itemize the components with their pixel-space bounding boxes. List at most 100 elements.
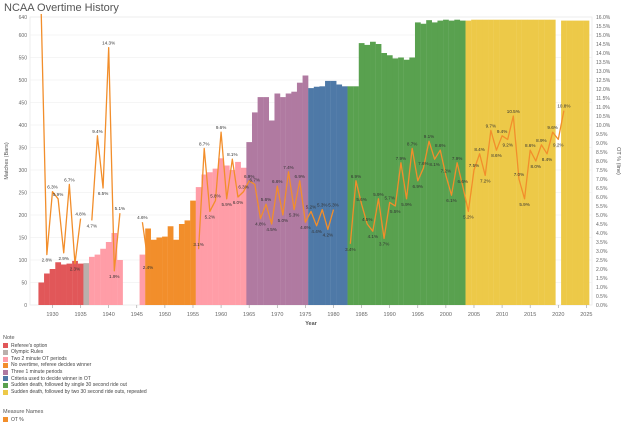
x-tick-label: 1930 — [46, 312, 58, 318]
bar — [482, 19, 489, 305]
ot-pct-data-label: 3.4% — [345, 247, 355, 252]
bar — [364, 44, 371, 306]
bar — [246, 142, 253, 305]
ot-pct-data-label: 8.6% — [525, 143, 535, 148]
bar — [302, 75, 309, 305]
bar — [235, 161, 241, 305]
note-legend-item[interactable]: Three 1 minute periods — [3, 369, 147, 376]
y-tick-label: 200 — [19, 213, 28, 219]
bar — [167, 226, 174, 305]
bar — [184, 220, 191, 305]
y-tick-label: 150 — [19, 236, 28, 242]
bar — [572, 20, 579, 305]
ot-pct-data-label: 5.9% — [519, 202, 529, 207]
y2-tick-label: 3.0% — [596, 249, 608, 255]
bar — [532, 19, 539, 305]
y2-tick-label: 7.5% — [596, 168, 608, 174]
ot-pct-data-label: 7.9% — [396, 156, 406, 161]
bar — [516, 19, 522, 305]
ot-pct-data-label: 5.3% — [289, 213, 299, 218]
y-tick-label: 450 — [19, 101, 28, 107]
note-swatch — [3, 349, 8, 355]
note-legend-item[interactable]: Two 2 minute OT periods — [3, 356, 147, 363]
note-swatch — [3, 369, 8, 375]
ot-pct-data-label: 4.2% — [323, 232, 333, 237]
ot-pct-line — [349, 110, 565, 244]
ot-pct-data-label: 5.1% — [115, 206, 125, 211]
ot-pct-data-label: 7.4% — [283, 165, 293, 170]
bar — [549, 19, 556, 305]
ot-pct-data-label: 5.0% — [278, 218, 288, 223]
y2-tick-label: 6.5% — [596, 186, 608, 192]
bar — [398, 57, 404, 305]
bar — [60, 264, 67, 305]
measure-legend: Measure Names OT % — [3, 409, 43, 423]
y-tick-label: 0 — [24, 303, 27, 309]
ot-pct-data-label: 2.3% — [70, 267, 80, 272]
y-tick-label: 500 — [19, 78, 28, 84]
ot-pct-data-label: 10.5% — [507, 109, 520, 114]
bar — [510, 19, 517, 305]
bar — [150, 239, 157, 305]
ot-pct-data-label: 8.4% — [474, 147, 484, 152]
ncaa-overtime-chart: 16.2%2.8%6.3%5.9%2.9%6.7%2.3%4.8%4.7%9.4… — [4, 14, 621, 327]
bar — [319, 86, 326, 305]
ot-pct-data-label: 5.6% — [356, 197, 366, 202]
ot-pct-data-label: 2.4% — [143, 265, 153, 270]
y2-tick-label: 9.5% — [596, 132, 608, 138]
ot-pct-data-label: 9.4% — [92, 129, 102, 134]
ot-pct-data-label: 6.5% — [98, 191, 108, 196]
chart-title: NCAA Overtime History — [4, 2, 119, 14]
note-legend-label: Two 2 minute OT periods — [11, 355, 67, 362]
note-legend-item[interactable]: Sudden death, followed by single 30 seco… — [3, 382, 147, 389]
bar — [173, 239, 180, 305]
bar — [139, 254, 146, 305]
x-tick-label: 1960 — [215, 312, 227, 318]
bar — [375, 44, 382, 305]
bar — [465, 20, 472, 305]
bar — [296, 82, 303, 305]
bar — [212, 168, 219, 305]
ot-pct-data-label: 7.0% — [514, 172, 524, 177]
note-legend-item[interactable]: No overtime, referee decides winner — [3, 362, 147, 369]
ot-pct-data-label: 4.5% — [266, 227, 276, 232]
y2-tick-label: 1.0% — [596, 285, 608, 291]
ot-pct-data-label: 8.1% — [429, 162, 439, 167]
measure-legend-item[interactable]: OT % — [3, 417, 43, 424]
bar — [263, 97, 269, 305]
bar — [240, 167, 247, 305]
note-legend-item[interactable]: Referee's option — [3, 343, 147, 350]
y2-tick-label: 11.5% — [596, 96, 610, 102]
ot-pct-data-label: 5.9% — [53, 192, 63, 197]
ot-pct-data-label: 8.7% — [199, 141, 209, 146]
bar-series — [38, 19, 590, 306]
bar — [341, 86, 348, 305]
bar — [94, 254, 101, 305]
y2-tick-label: 4.5% — [596, 222, 608, 228]
bar — [420, 23, 427, 305]
bar — [443, 19, 449, 305]
bar — [285, 93, 292, 305]
note-legend-label: Criteria used to decide winner in OT — [11, 375, 91, 382]
ot-pct-data-label: 7.2% — [480, 178, 490, 183]
note-legend-item[interactable]: Sudden death, followed by two 30 second … — [3, 389, 147, 396]
bar — [414, 22, 421, 306]
bar — [527, 19, 534, 305]
ot-pct-labels: 16.2%2.8%6.3%5.9%2.9%6.7%2.3%4.8%4.7%9.4… — [42, 41, 571, 279]
bar — [280, 97, 286, 305]
ot-pct-data-label: 6.9% — [351, 174, 361, 179]
y2-tick-label: 10.5% — [596, 114, 611, 120]
note-legend-item[interactable]: Olympic Rules — [3, 349, 147, 356]
bar — [201, 174, 208, 305]
note-legend-item[interactable]: Criteria used to decide winner in OT — [3, 376, 147, 383]
x-tick-label: 2010 — [496, 312, 508, 318]
note-swatch — [3, 389, 8, 395]
note-swatch — [3, 363, 8, 369]
axes: 0 50 100 150 200 250 300 350 400 450 500 550 600 640 0… — [4, 15, 621, 327]
bar — [336, 84, 343, 305]
bar — [358, 43, 365, 305]
y2-tick-label: 1.5% — [596, 276, 608, 282]
ot-pct-data-label: 5.9% — [373, 192, 383, 197]
bar — [583, 20, 590, 305]
y2-tick-label: 0.5% — [596, 294, 608, 300]
